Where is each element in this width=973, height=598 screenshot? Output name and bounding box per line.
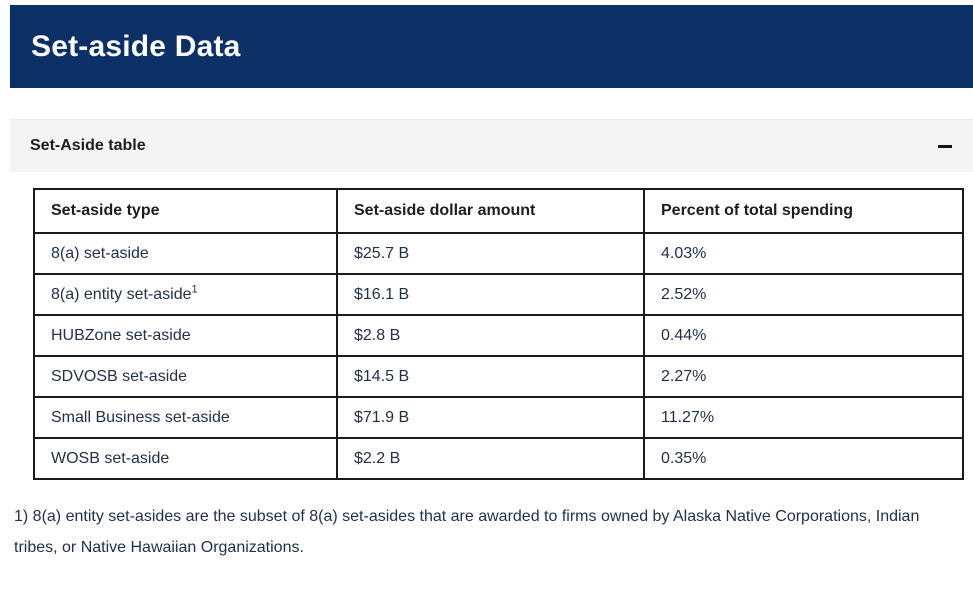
table-row: SDVOSB set-aside $14.5 B 2.27% (33, 355, 964, 398)
cell-set-aside-type: Small Business set-aside (33, 396, 338, 439)
set-aside-table-accordion-header[interactable]: Set-Aside table (10, 119, 973, 172)
cell-set-aside-type: 8(a) set-aside (33, 232, 338, 275)
table-row: WOSB set-aside $2.2 B 0.35% (33, 437, 964, 480)
cell-percent-spending: 2.52% (643, 273, 964, 316)
cell-percent-spending: 11.27% (643, 396, 964, 439)
footnote-text: 1) 8(a) entity set-asides are the subset… (14, 508, 920, 556)
cell-dollar-amount: $71.9 B (336, 396, 645, 439)
cell-dollar-amount: $2.8 B (336, 314, 645, 357)
table-row: 8(a) set-aside $25.7 B 4.03% (33, 232, 964, 275)
table-header-row: Set-aside type Set-aside dollar amount P… (33, 188, 964, 234)
minus-icon-glyph (938, 144, 952, 148)
cell-dollar-amount: $16.1 B (336, 273, 645, 316)
cell-percent-spending: 0.35% (643, 437, 964, 480)
minus-icon[interactable] (938, 144, 952, 148)
table-row: 8(a) entity set-aside1 $16.1 B 2.52% (33, 273, 964, 316)
column-header-set-aside-type: Set-aside type (33, 188, 338, 234)
cell-percent-spending: 0.44% (643, 314, 964, 357)
cell-set-aside-type: SDVOSB set-aside (33, 355, 338, 398)
set-aside-table-container: Set-aside type Set-aside dollar amount P… (33, 188, 964, 480)
accordion-title: Set-Aside table (30, 137, 146, 154)
cell-percent-spending: 4.03% (643, 232, 964, 275)
cell-set-aside-type: WOSB set-aside (33, 437, 338, 480)
cell-dollar-amount: $2.2 B (336, 437, 645, 480)
table-row: HUBZone set-aside $2.8 B 0.44% (33, 314, 964, 357)
table-body: 8(a) set-aside $25.7 B 4.03% 8(a) entity se… (33, 232, 964, 480)
cell-set-aside-type: HUBZone set-aside (33, 314, 338, 357)
table-row: Small Business set-aside $71.9 B 11.27% (33, 396, 964, 439)
cell-dollar-amount: $14.5 B (336, 355, 645, 398)
cell-dollar-amount: $25.7 B (336, 232, 645, 275)
page-banner: Set-aside Data (10, 5, 973, 88)
footnote-marker: 1 (191, 283, 198, 296)
cell-percent-spending: 2.27% (643, 355, 964, 398)
column-header-percent-spending: Percent of total spending (643, 188, 964, 234)
set-aside-table: Set-aside type Set-aside dollar amount P… (33, 188, 964, 480)
page-title: Set-aside Data (31, 29, 241, 63)
cell-set-aside-type: 8(a) entity set-aside1 (33, 273, 338, 316)
column-header-dollar-amount: Set-aside dollar amount (336, 188, 645, 234)
